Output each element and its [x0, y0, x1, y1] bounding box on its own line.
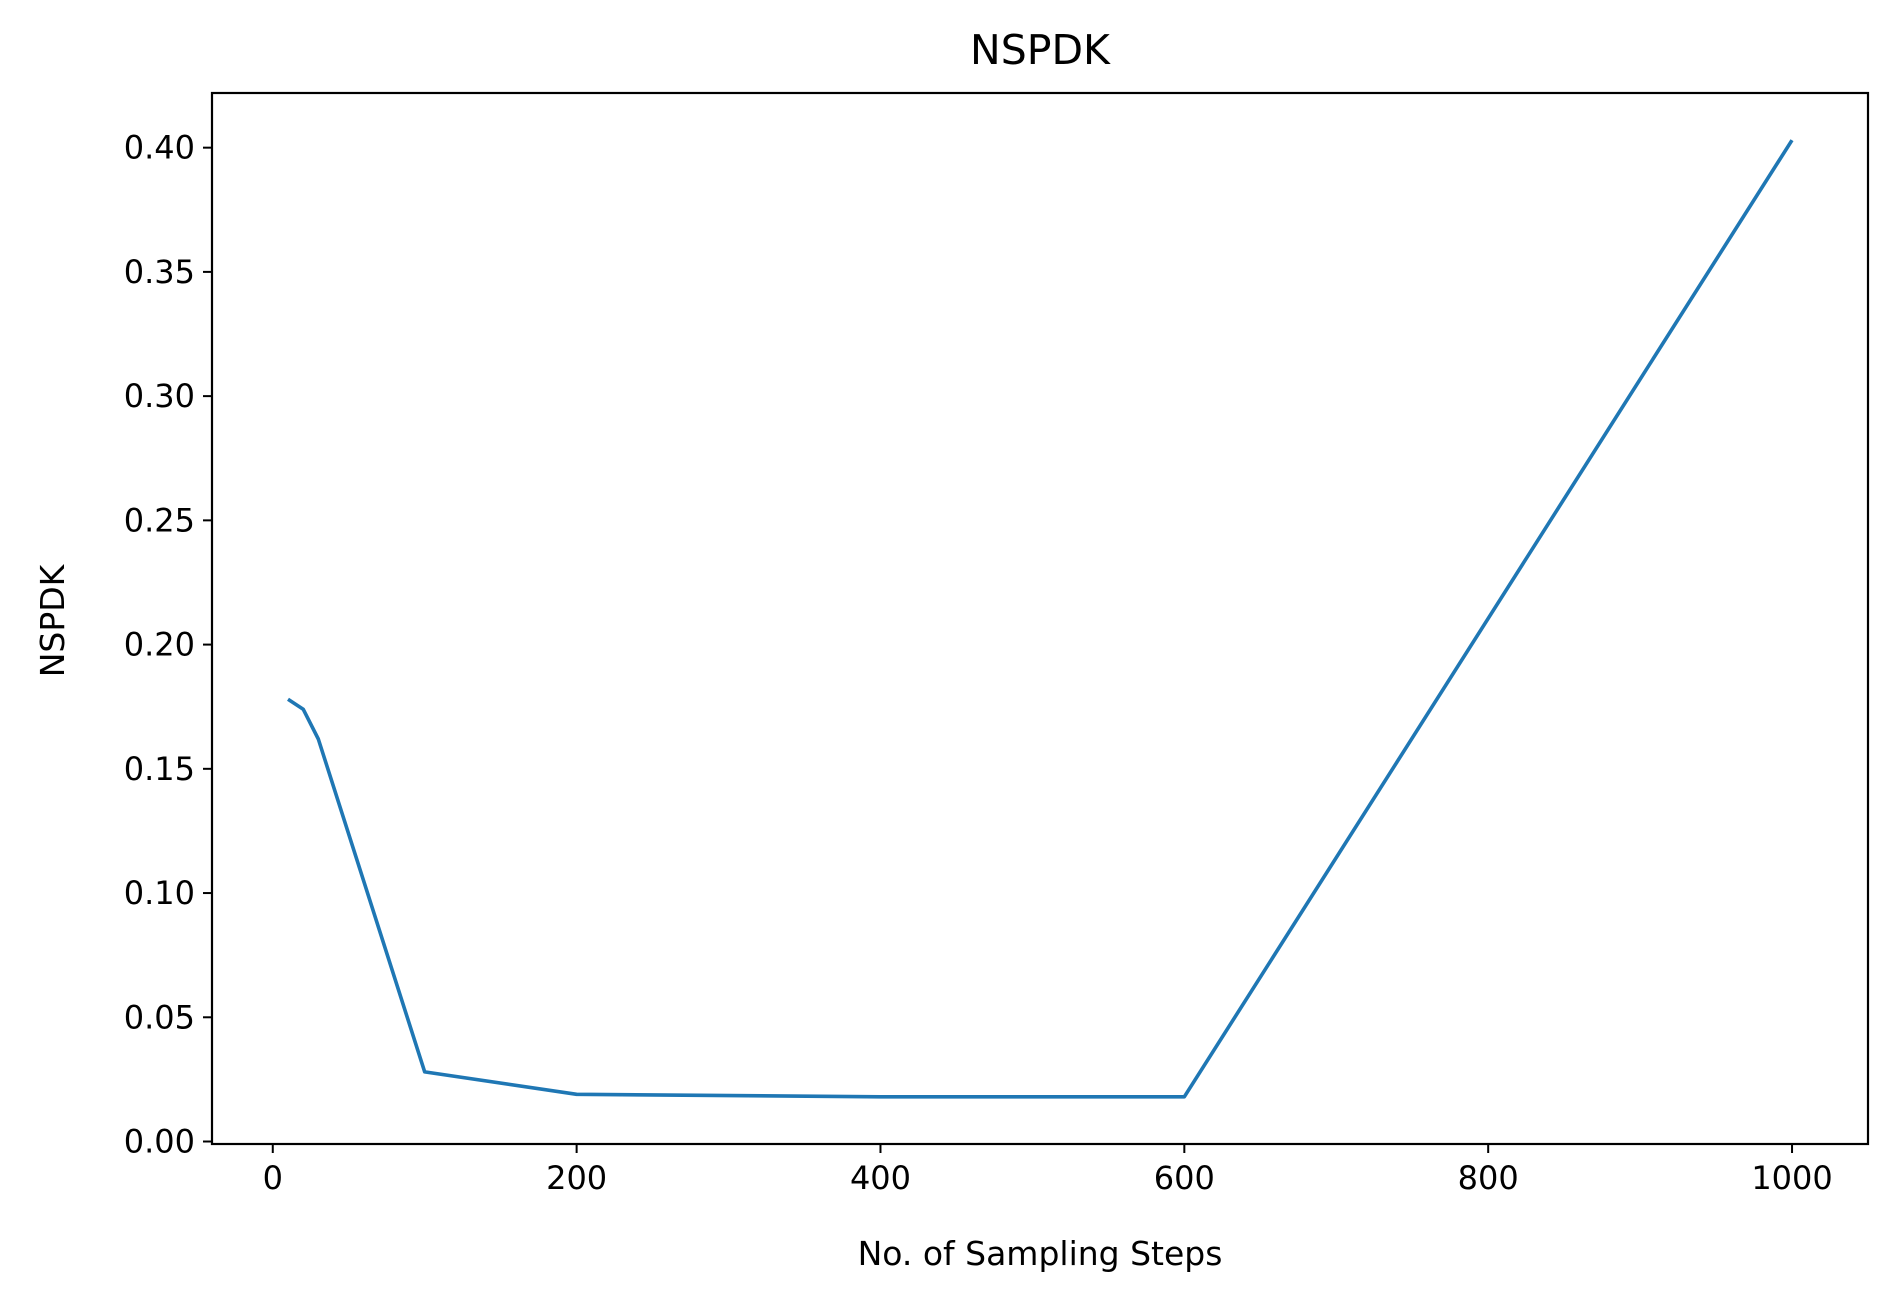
x-axis-label: No. of Sampling Steps — [858, 1234, 1223, 1273]
plot-frame — [210, 91, 1870, 1146]
series-layer — [287, 139, 1794, 1099]
y-axis-label: NSPDK — [33, 563, 72, 677]
y-tick-label: 0.25 — [124, 501, 195, 539]
y-tick-label: 0.40 — [124, 129, 195, 167]
y-tick-label: 0.05 — [124, 998, 195, 1036]
x-tick-label: 200 — [546, 1159, 607, 1197]
chart-title: NSPDK — [970, 26, 1111, 74]
series-line — [287, 139, 1794, 1099]
y-tick-label: 0.35 — [124, 253, 195, 291]
x-tick-label: 400 — [850, 1159, 911, 1197]
x-tick-label: 0 — [263, 1159, 283, 1197]
y-tick-label: 0.15 — [124, 750, 195, 788]
y-tick-label: 0.00 — [124, 1123, 195, 1161]
y-tick-label: 0.10 — [124, 874, 195, 912]
x-tick-label: 800 — [1458, 1159, 1519, 1197]
y-tick-label: 0.30 — [124, 377, 195, 415]
x-tick-label: 1000 — [1751, 1159, 1832, 1197]
y-tick-label: 0.20 — [124, 626, 195, 664]
x-tick-label: 600 — [1154, 1159, 1215, 1197]
y-axis-ticks: 0.00 0.05 0.10 0.15 0.20 0.25 0.30 0.35 0.40 — [124, 129, 212, 1161]
x-axis-ticks: 0 200 400 600 800 1000 — [263, 1144, 1833, 1197]
